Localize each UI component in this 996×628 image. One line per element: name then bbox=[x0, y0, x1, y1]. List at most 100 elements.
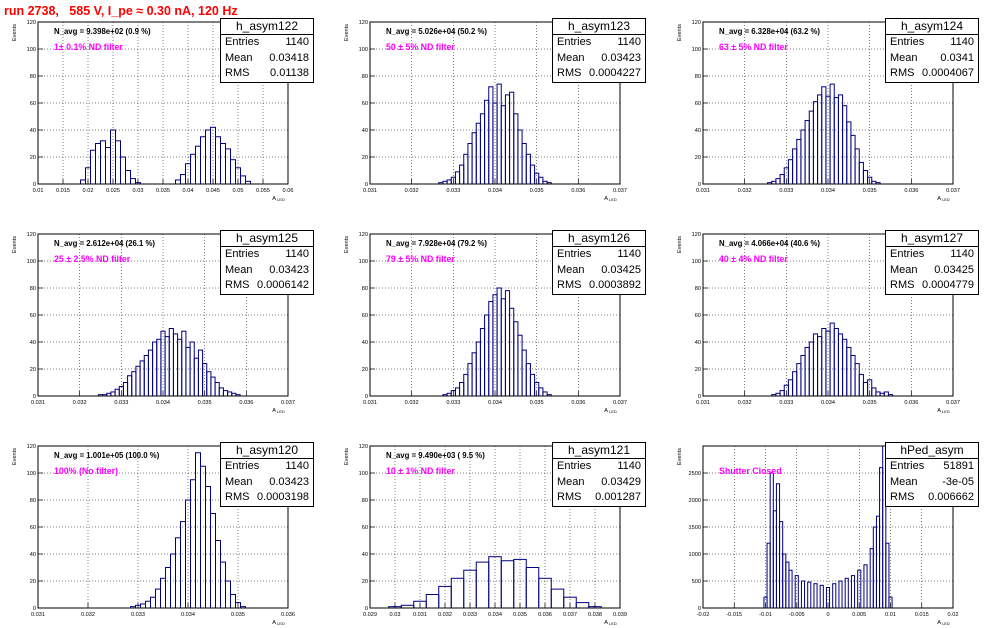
y-tick-label: 2000 bbox=[689, 498, 701, 504]
x-tick-label: 0.034 bbox=[181, 612, 195, 618]
histogram-bin bbox=[240, 175, 246, 185]
x-tick-label: 0.035 bbox=[863, 400, 877, 406]
y-tick-label: 20 bbox=[362, 579, 368, 585]
y-tick-label: 40 bbox=[695, 340, 701, 346]
histogram-bin bbox=[808, 110, 814, 185]
x-tick-label: 0.036 bbox=[571, 400, 585, 406]
x-tick-label: -0.005 bbox=[789, 612, 805, 618]
histogram-bin bbox=[800, 580, 806, 609]
stats-row-entries: Entries 1140 bbox=[221, 35, 313, 51]
x-axis-title-sub: LED bbox=[609, 197, 617, 202]
x-tick-label: 0.033 bbox=[131, 612, 145, 618]
x-tick-label: 0.031 bbox=[696, 188, 710, 194]
stats-row-entries: Entries 1140 bbox=[886, 247, 978, 263]
y-tick-label: 120 bbox=[692, 232, 701, 238]
histogram-panel-h_asym124: 0.031 0.032 0.033 0.034 0.035 0.036 0.037 0 20 40… bbox=[677, 20, 960, 202]
y-tick-label: 1500 bbox=[689, 525, 701, 531]
stats-box-h_asym121: h_asym121 Entries 1140 Mean 0.03429 RMS 0.0012… bbox=[552, 442, 646, 507]
y-tick-label: 0 bbox=[698, 394, 701, 400]
histogram-bin bbox=[143, 355, 149, 397]
stats-box-title: h_asym124 bbox=[886, 19, 978, 35]
x-tick-label: 0.029 bbox=[363, 612, 377, 618]
y-tick-label: 40 bbox=[30, 340, 36, 346]
y-tick-label: 20 bbox=[30, 367, 36, 373]
x-tick-label: 0.02 bbox=[83, 188, 94, 194]
stats-key: Mean bbox=[557, 263, 585, 276]
histogram-bin bbox=[833, 97, 839, 185]
histogram-bin bbox=[90, 149, 96, 185]
stats-key: RMS bbox=[225, 279, 250, 291]
histogram-bin bbox=[218, 387, 224, 397]
stats-value: 0.0003198 bbox=[257, 491, 309, 503]
histogram-bin bbox=[525, 363, 531, 397]
histogram-bin bbox=[180, 521, 186, 609]
histogram-bin bbox=[227, 391, 233, 397]
y-axis-title: Events bbox=[677, 448, 683, 465]
x-tick-label: 0 bbox=[826, 612, 829, 618]
y-tick-label: 20 bbox=[695, 367, 701, 373]
stats-value: 0.0004227 bbox=[589, 67, 641, 79]
stats-key: Mean bbox=[225, 51, 253, 64]
stats-key: RMS bbox=[890, 279, 915, 291]
x-tick-label: 0.032 bbox=[73, 400, 87, 406]
histogram-bin bbox=[787, 379, 794, 397]
y-axis-title: Events bbox=[12, 236, 18, 253]
stats-row-entries: Entries 1140 bbox=[553, 35, 645, 51]
histogram-bin bbox=[850, 575, 856, 609]
histogram-bin bbox=[131, 371, 137, 397]
y-tick-label: 60 bbox=[30, 101, 36, 107]
stats-value: 1140 bbox=[950, 36, 974, 48]
x-axis-title: A bbox=[937, 196, 941, 202]
histogram-bin bbox=[165, 567, 171, 609]
y-tick-label: 80 bbox=[695, 286, 701, 292]
histogram-bin bbox=[509, 91, 515, 185]
stats-key: RMS bbox=[225, 491, 250, 503]
histogram-bin bbox=[484, 99, 490, 185]
histogram-bin bbox=[488, 556, 502, 609]
histogram-bin bbox=[479, 328, 486, 397]
y-tick-label: 80 bbox=[695, 74, 701, 80]
histogram-bin bbox=[200, 465, 206, 609]
filter-label: 100% (No filter) bbox=[54, 466, 118, 476]
histogram-bin bbox=[467, 363, 473, 397]
histogram-bin bbox=[500, 298, 506, 397]
x-tick-label: 0.035 bbox=[513, 612, 527, 618]
x-tick-label: 0.036 bbox=[904, 188, 918, 194]
histogram-bin bbox=[513, 321, 519, 397]
stats-row-entries: Entries 1140 bbox=[553, 459, 645, 475]
stats-key: Entries bbox=[557, 460, 592, 472]
x-tick-label: 0.033 bbox=[446, 188, 460, 194]
stats-value: 0.0003892 bbox=[589, 279, 641, 291]
histogram-bin bbox=[800, 355, 806, 397]
histogram-bin bbox=[177, 338, 183, 397]
stats-box-title: h_asym121 bbox=[553, 443, 645, 459]
stats-row-rms: RMS 0.006662 bbox=[886, 490, 978, 506]
stats-value: 1140 bbox=[285, 248, 309, 260]
stats-row-rms: RMS 0.01138 bbox=[221, 66, 313, 82]
histogram-bin bbox=[479, 113, 486, 185]
histogram-bin bbox=[496, 83, 502, 185]
histogram-bars bbox=[97, 328, 241, 397]
navg-label: N_avg = 7.928e+04 (79.2 %) bbox=[386, 239, 487, 248]
histogram-bin bbox=[842, 338, 848, 397]
x-tick-label: 0.034 bbox=[156, 400, 170, 406]
x-tick-label: 0.03 bbox=[390, 612, 401, 618]
x-tick-label: 0.034 bbox=[488, 188, 502, 194]
y-tick-label: 20 bbox=[30, 155, 36, 161]
histogram-bin bbox=[517, 334, 523, 397]
x-tick-label: 0.04 bbox=[183, 188, 194, 194]
histogram-bin bbox=[454, 171, 461, 185]
filter-label: 50 ± 5% ND filter bbox=[386, 42, 455, 52]
stats-key: Mean bbox=[225, 475, 253, 488]
stats-box-title: hPed_asym bbox=[886, 443, 978, 459]
y-tick-label: 20 bbox=[362, 155, 368, 161]
y-tick-label: 120 bbox=[27, 20, 36, 26]
x-axis-title: A bbox=[604, 620, 608, 626]
x-tick-label: 0.034 bbox=[821, 188, 835, 194]
x-tick-label: 0.034 bbox=[821, 400, 835, 406]
y-tick-label: 80 bbox=[362, 498, 368, 504]
histogram-bin bbox=[220, 143, 226, 185]
histogram-bin bbox=[164, 336, 170, 397]
y-tick-label: 60 bbox=[695, 313, 701, 319]
stats-key: Entries bbox=[225, 248, 260, 260]
